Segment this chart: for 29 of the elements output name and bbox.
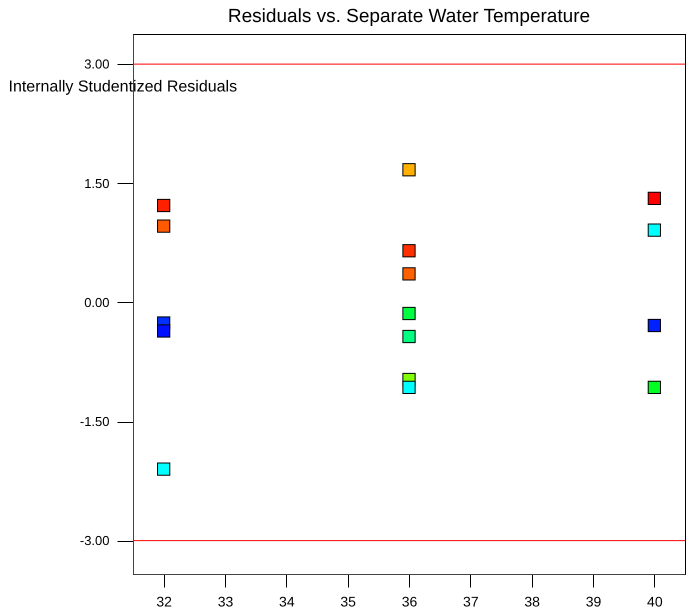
chart-title: Residuals vs. Separate Water Temperature (228, 6, 590, 27)
point (157, 198, 170, 212)
x-tick-label: 34 (279, 594, 295, 610)
point (648, 192, 661, 206)
point (648, 380, 661, 394)
point (402, 380, 416, 394)
x-tick-label: 32 (156, 594, 172, 610)
x-tick-label: 40 (647, 594, 663, 610)
x-tick-label: 35 (340, 594, 356, 610)
point (648, 318, 661, 332)
x-tick-label: 36 (402, 594, 418, 610)
point (402, 306, 416, 320)
y-tick-label: -1.50 (80, 414, 110, 430)
x-tick-label: 33 (218, 594, 234, 610)
y-tick-label: 0.00 (84, 294, 110, 310)
y-tick-label: 1.50 (84, 176, 110, 191)
x-tick-label: 37 (463, 594, 479, 610)
point (157, 324, 170, 338)
y-tick-label: -3.00 (80, 533, 110, 548)
point (157, 462, 170, 476)
y-tick-label: 3.00 (84, 56, 110, 72)
point (648, 224, 661, 237)
point (402, 163, 416, 176)
point (402, 267, 416, 280)
x-tick-label: 38 (524, 594, 540, 610)
point (157, 220, 170, 233)
point (402, 244, 416, 258)
x-tick-label: 39 (586, 594, 602, 610)
point (402, 330, 416, 344)
